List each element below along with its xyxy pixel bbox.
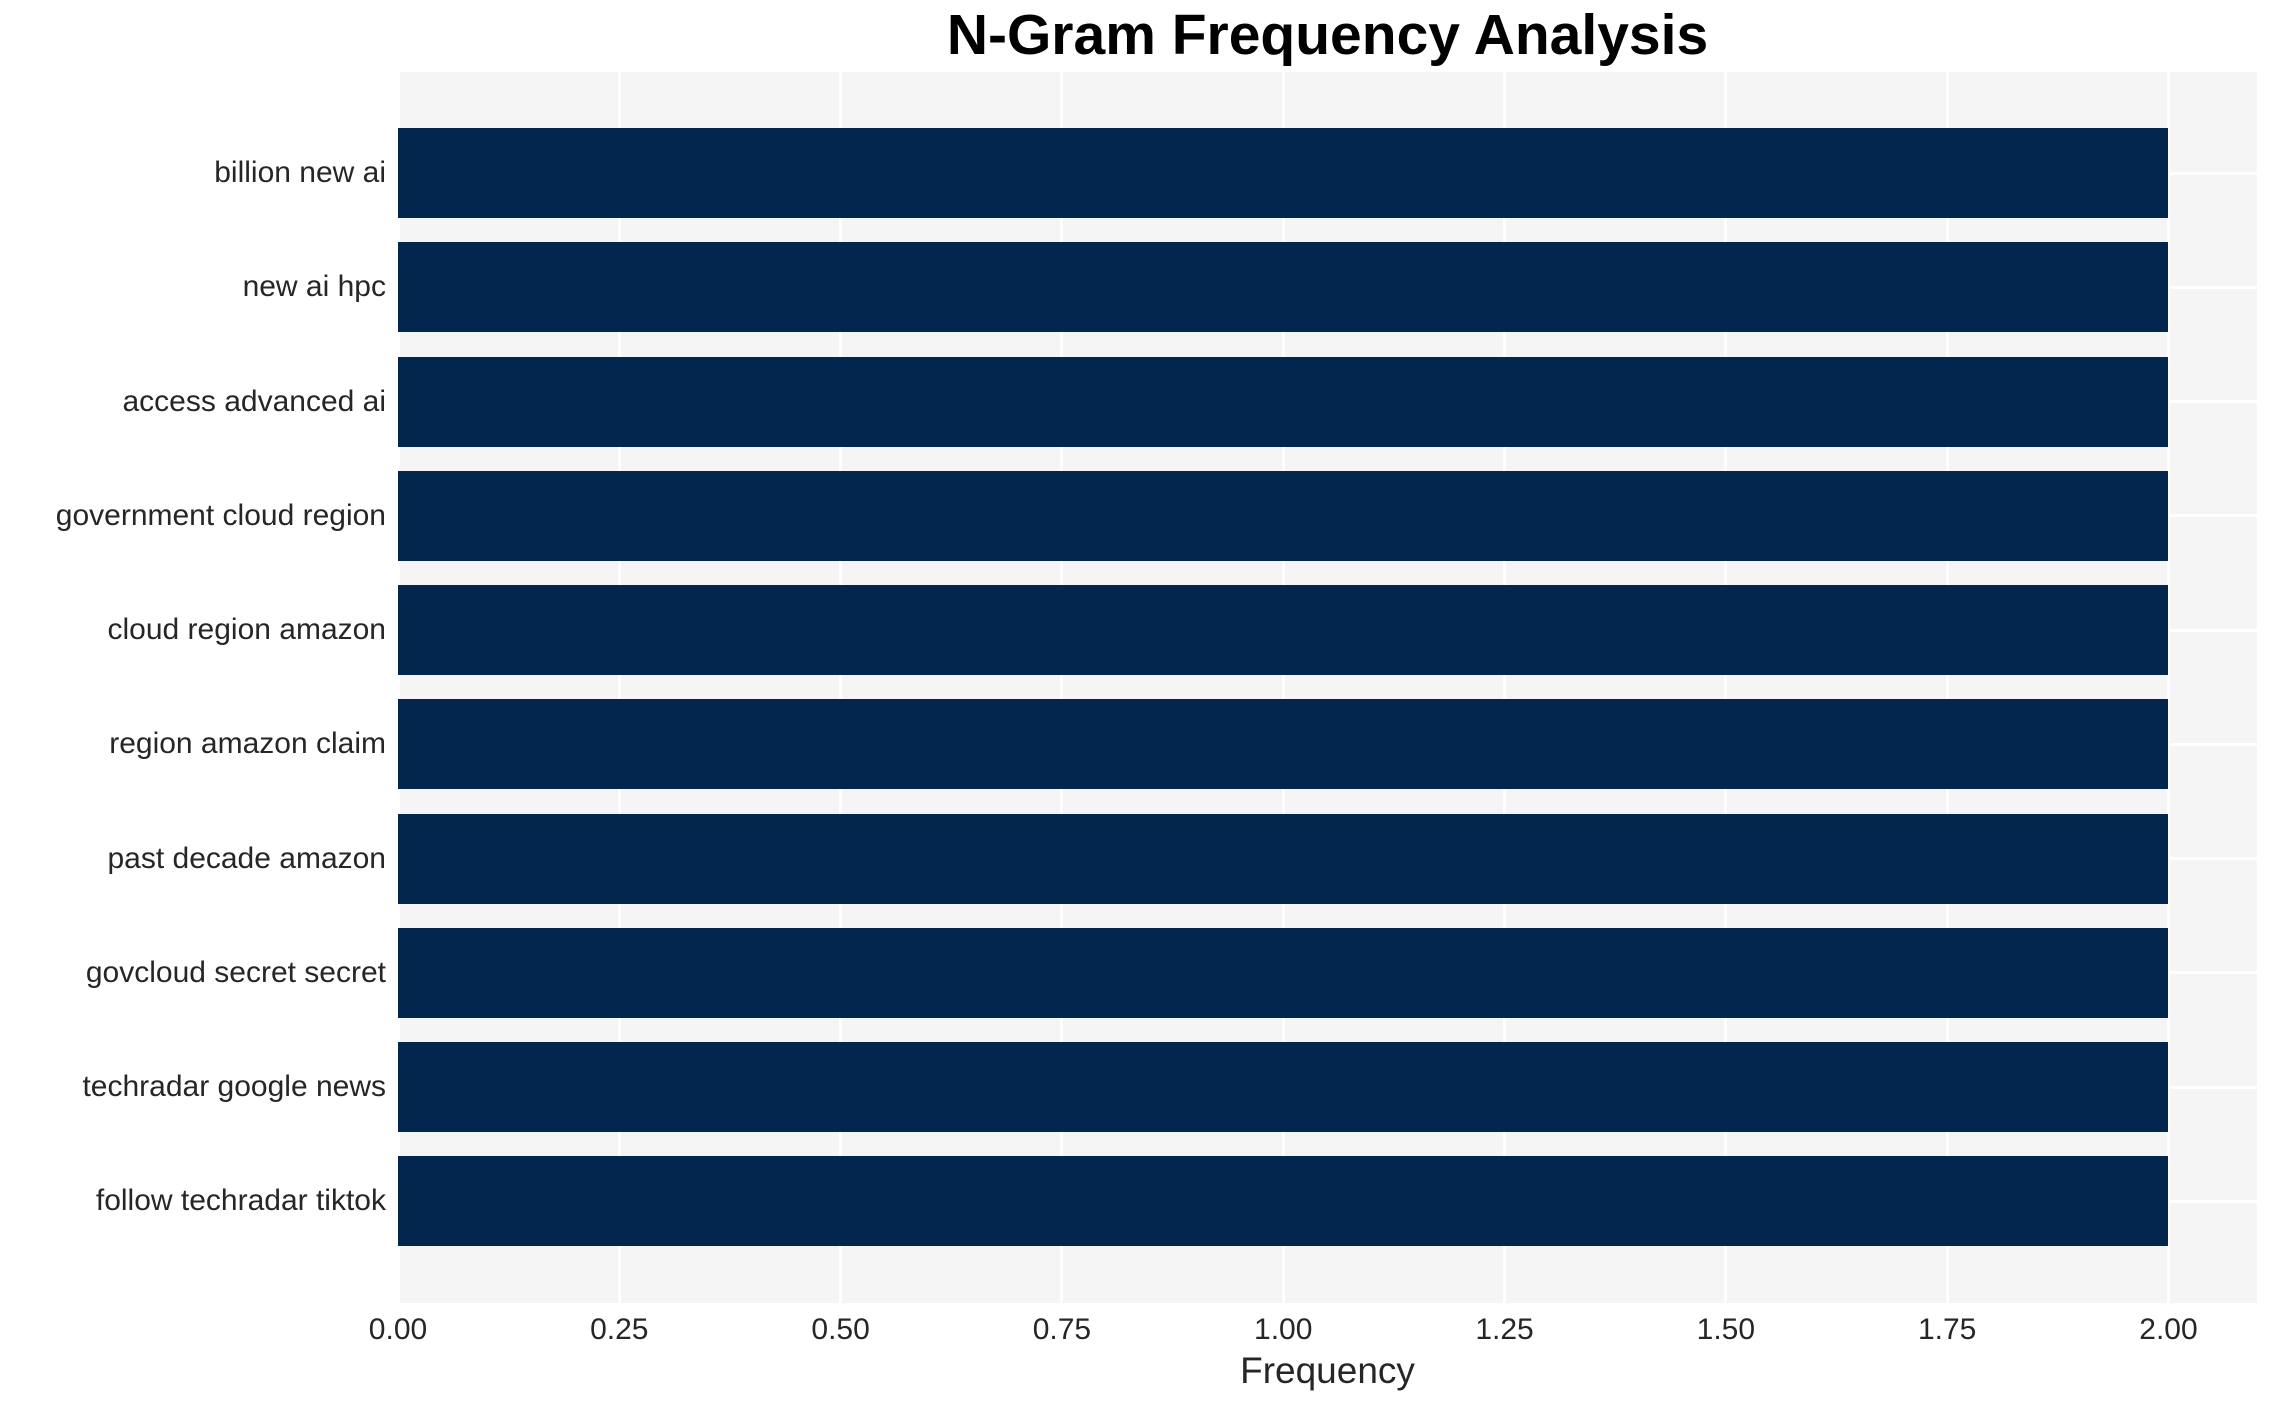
x-tick-label: 0.50 bbox=[811, 1313, 870, 1346]
y-tick-label: follow techradar tiktok bbox=[95, 1184, 386, 1218]
bar-govcloud-secret-secret bbox=[398, 927, 2169, 1018]
bar-new-ai-hpc bbox=[398, 242, 2169, 333]
bar-region-amazon-claim bbox=[398, 699, 2169, 790]
y-tick-label: govcloud secret secret bbox=[85, 955, 386, 989]
y-tick-label: access advanced ai bbox=[122, 384, 387, 418]
y-tick-label: new ai hpc bbox=[242, 270, 386, 304]
x-gridline bbox=[617, 72, 621, 1303]
x-tick-label: 0.75 bbox=[1032, 1313, 1092, 1346]
y-tick-label: cloud region amazon bbox=[107, 613, 386, 646]
x-gridline bbox=[1503, 72, 1507, 1303]
plot-area bbox=[398, 72, 2257, 1303]
x-axis-label: Frequency bbox=[1240, 1350, 1415, 1391]
x-gridline bbox=[1060, 72, 1064, 1303]
bar-government-cloud-region bbox=[398, 470, 2169, 561]
x-tick-label: 0.00 bbox=[368, 1313, 428, 1346]
x-tick-label: 1.25 bbox=[1475, 1313, 1534, 1346]
y-tick-label: billion new ai bbox=[214, 156, 386, 189]
bar-follow-techradar-tiktok bbox=[398, 1156, 2169, 1247]
x-gridline bbox=[839, 72, 843, 1303]
x-tick-label: 1.00 bbox=[1254, 1313, 1313, 1346]
chart-title: N-Gram Frequency Analysis bbox=[946, 3, 1709, 67]
bar-cloud-region-amazon bbox=[398, 585, 2169, 675]
y-tick-label: techradar google news bbox=[82, 1070, 386, 1103]
y-tick-label: government cloud region bbox=[55, 498, 386, 532]
x-gridline bbox=[1281, 72, 1285, 1303]
bar-techradar-google-news bbox=[398, 1042, 2169, 1132]
x-tick-label: 1.75 bbox=[1917, 1313, 1977, 1346]
bar-past-decade-amazon bbox=[398, 813, 2169, 904]
x-gridline bbox=[1945, 72, 1949, 1303]
x-tick-label: 2.00 bbox=[2139, 1313, 2198, 1346]
bar-access-advanced-ai bbox=[398, 356, 2169, 447]
x-tick-label: 1.50 bbox=[1696, 1313, 1756, 1346]
x-gridline bbox=[1724, 72, 1728, 1303]
y-tick-label: region amazon claim bbox=[109, 727, 386, 761]
x-tick-label: 0.25 bbox=[590, 1313, 649, 1346]
y-tick-label: past decade amazon bbox=[107, 841, 386, 875]
x-gridline bbox=[398, 72, 400, 1303]
x-gridline bbox=[2166, 72, 2170, 1303]
bar-billion-new-ai bbox=[398, 128, 2169, 218]
